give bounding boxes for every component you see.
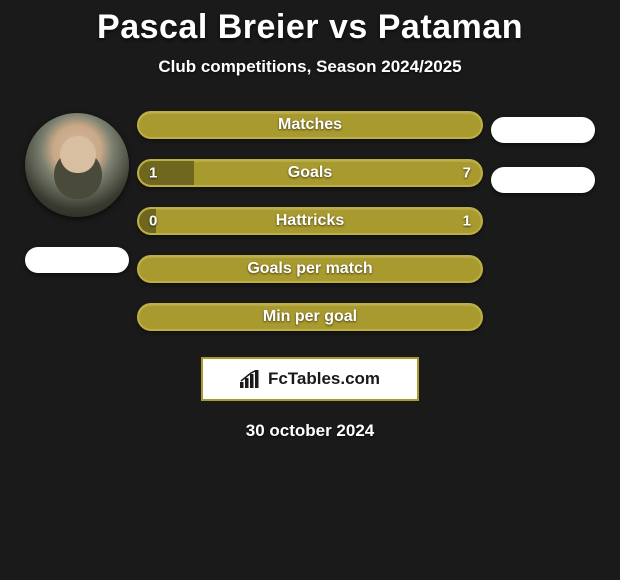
- stat-label: Hattricks: [276, 212, 344, 230]
- stat-bar-goals: 1 Goals 7: [137, 159, 483, 187]
- stat-label: Goals per match: [247, 260, 372, 278]
- brand-text: FcTables.com: [268, 369, 380, 389]
- stat-bar-matches: Matches: [137, 111, 483, 139]
- stat-value-left: 0: [149, 213, 157, 230]
- stat-bar-goals-per-match: Goals per match: [137, 255, 483, 283]
- stat-bar-min-per-goal: Min per goal: [137, 303, 483, 331]
- left-player-name-pill: [25, 247, 129, 273]
- right-player-name-pill: [491, 117, 595, 143]
- subtitle: Club competitions, Season 2024/2025: [0, 57, 620, 77]
- left-player-avatar: [25, 113, 129, 217]
- comparison-card: Pascal Breier vs Pataman Club competitio…: [0, 0, 620, 441]
- stat-value-right: 1: [463, 213, 471, 230]
- date-line: 30 october 2024: [0, 421, 620, 441]
- brand-box[interactable]: FcTables.com: [201, 357, 419, 401]
- bar-chart-icon: [240, 370, 262, 388]
- main-row: Matches 1 Goals 7 0 Hattricks 1 Goals pe…: [0, 111, 620, 331]
- right-player-column: [483, 111, 603, 193]
- stat-value-right: 7: [463, 165, 471, 182]
- left-player-column: [17, 111, 137, 273]
- stat-value-left: 1: [149, 165, 157, 182]
- right-player-name-pill-2: [491, 167, 595, 193]
- stat-label: Matches: [278, 116, 342, 134]
- stats-bars: Matches 1 Goals 7 0 Hattricks 1 Goals pe…: [137, 111, 483, 331]
- stat-label: Min per goal: [263, 308, 357, 326]
- stat-fill-left: [139, 161, 194, 185]
- page-title: Pascal Breier vs Pataman: [0, 8, 620, 47]
- stat-bar-hattricks: 0 Hattricks 1: [137, 207, 483, 235]
- stat-label: Goals: [288, 164, 332, 182]
